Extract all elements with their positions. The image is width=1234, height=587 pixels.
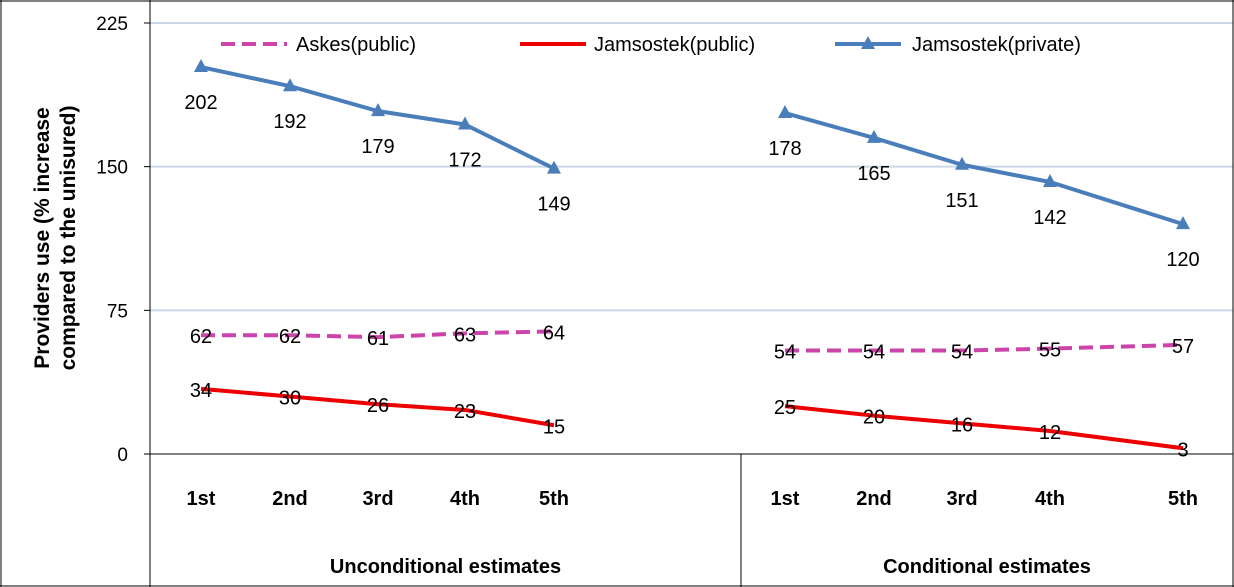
data-label-jamsostek-private: 192 — [273, 111, 306, 133]
data-label-jamsostek-public: 26 — [367, 395, 389, 417]
data-label-askes-public: 61 — [367, 328, 389, 350]
data-label-askes-public: 54 — [951, 342, 973, 364]
marker-jamsostek-private — [458, 116, 472, 130]
legend-label-jamsostek-public: Jamsostek(public) — [594, 34, 755, 56]
series-line-jamsostek-public — [200, 386, 555, 428]
marker-jamsostek-private — [955, 156, 969, 170]
data-label-jamsostek-private: 151 — [945, 190, 978, 212]
y-tick-label-0: 0 — [117, 445, 128, 466]
group-label: Conditional estimates — [883, 556, 1091, 578]
marker-jamsostek-private — [371, 103, 385, 117]
marker-jamsostek-private — [194, 59, 208, 73]
category-label: 5th — [1168, 488, 1198, 510]
y-axis-label-line: Providers use (% increase — [31, 107, 54, 368]
gridlines — [150, 22, 1233, 312]
series-line-jamsostek-private — [784, 111, 1184, 227]
group-label: Unconditional estimates — [330, 556, 561, 578]
y-axis-label-line: compared to the unisured) — [57, 106, 80, 371]
legend-label-jamsostek-private: Jamsostek(private) — [912, 34, 1081, 56]
y-tick-labels: 0 75 150 225 — [96, 14, 128, 466]
data-label-jamsostek-private: 120 — [1166, 249, 1199, 271]
data-labels: 62 62 61 63 64 34 30 26 23 15 202 192 179 172 149 54 54 5… — [184, 92, 1199, 461]
data-label-askes-public: 55 — [1039, 340, 1061, 362]
data-label-jamsostek-public: 25 — [774, 397, 796, 419]
y-tick-label-150: 150 — [96, 158, 128, 179]
data-label-askes-public: 62 — [279, 326, 301, 348]
data-label-jamsostek-private: 165 — [857, 163, 890, 185]
data-label-jamsostek-public: 3 — [1177, 439, 1188, 461]
marker-jamsostek-private — [778, 105, 792, 119]
y-tick-label-225: 225 — [96, 14, 128, 35]
series-markers — [194, 59, 1190, 230]
data-label-jamsostek-public: 12 — [1039, 422, 1061, 444]
category-label: 3rd — [946, 488, 977, 510]
marker-jamsostek-private — [547, 160, 561, 174]
data-label-jamsostek-public: 34 — [190, 380, 212, 402]
category-label: 2nd — [856, 488, 892, 510]
data-label-jamsostek-private: 179 — [361, 136, 394, 158]
legend-label-askes-public: Askes(public) — [296, 34, 416, 56]
marker-jamsostek-private — [1043, 173, 1057, 187]
data-label-askes-public: 63 — [454, 324, 476, 346]
legend-marker-jamsostek-private — [861, 36, 875, 49]
data-label-jamsostek-private: 178 — [768, 138, 801, 160]
group-labels: Unconditional estimates Conditional estim… — [330, 556, 1091, 578]
category-labels: 1st 2nd 3rd 4th 5th 1st 2nd 3rd 4th 5th — [187, 488, 1198, 510]
series-lines — [200, 65, 1184, 451]
category-label: 1st — [187, 488, 216, 510]
marker-jamsostek-private — [283, 78, 297, 92]
category-label: 3rd — [362, 488, 393, 510]
data-label-jamsostek-public: 16 — [951, 414, 973, 436]
data-label-askes-public: 54 — [774, 342, 796, 364]
data-label-askes-public: 54 — [863, 342, 885, 364]
data-label-askes-public: 64 — [543, 322, 565, 344]
data-label-jamsostek-public: 30 — [279, 388, 301, 410]
series-line-jamsostek-public — [784, 404, 1184, 451]
category-label: 4th — [450, 488, 480, 510]
y-axis-label: Providers use (% increase compared to the… — [31, 106, 80, 371]
series-line-askes-public — [201, 329, 555, 340]
category-label: 4th — [1035, 488, 1065, 510]
data-label-jamsostek-private: 149 — [537, 194, 570, 216]
category-label: 1st — [771, 488, 800, 510]
data-label-jamsostek-private: 142 — [1033, 207, 1066, 229]
data-label-jamsostek-public: 23 — [454, 401, 476, 423]
data-label-askes-public: 62 — [190, 326, 212, 348]
data-label-jamsostek-private: 202 — [184, 92, 217, 114]
y-tick-label-75: 75 — [107, 301, 128, 322]
data-label-jamsostek-public: 20 — [863, 407, 885, 429]
data-label-askes-public: 57 — [1172, 336, 1194, 358]
marker-jamsostek-private — [867, 129, 881, 143]
category-label: 5th — [539, 488, 569, 510]
marker-jamsostek-private — [1176, 216, 1190, 230]
data-label-jamsostek-public: 15 — [543, 416, 565, 438]
category-label: 2nd — [272, 488, 308, 510]
axes — [144, 0, 1233, 587]
series-line-askes-public — [785, 342, 1184, 353]
data-label-jamsostek-private: 172 — [448, 150, 481, 172]
legend: Askes(public) Jamsostek(public) Jamsostek(… — [221, 34, 1081, 56]
